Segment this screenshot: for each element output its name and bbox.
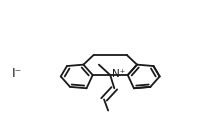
Text: N⁺: N⁺ bbox=[112, 69, 125, 79]
Text: I⁻: I⁻ bbox=[11, 67, 22, 80]
